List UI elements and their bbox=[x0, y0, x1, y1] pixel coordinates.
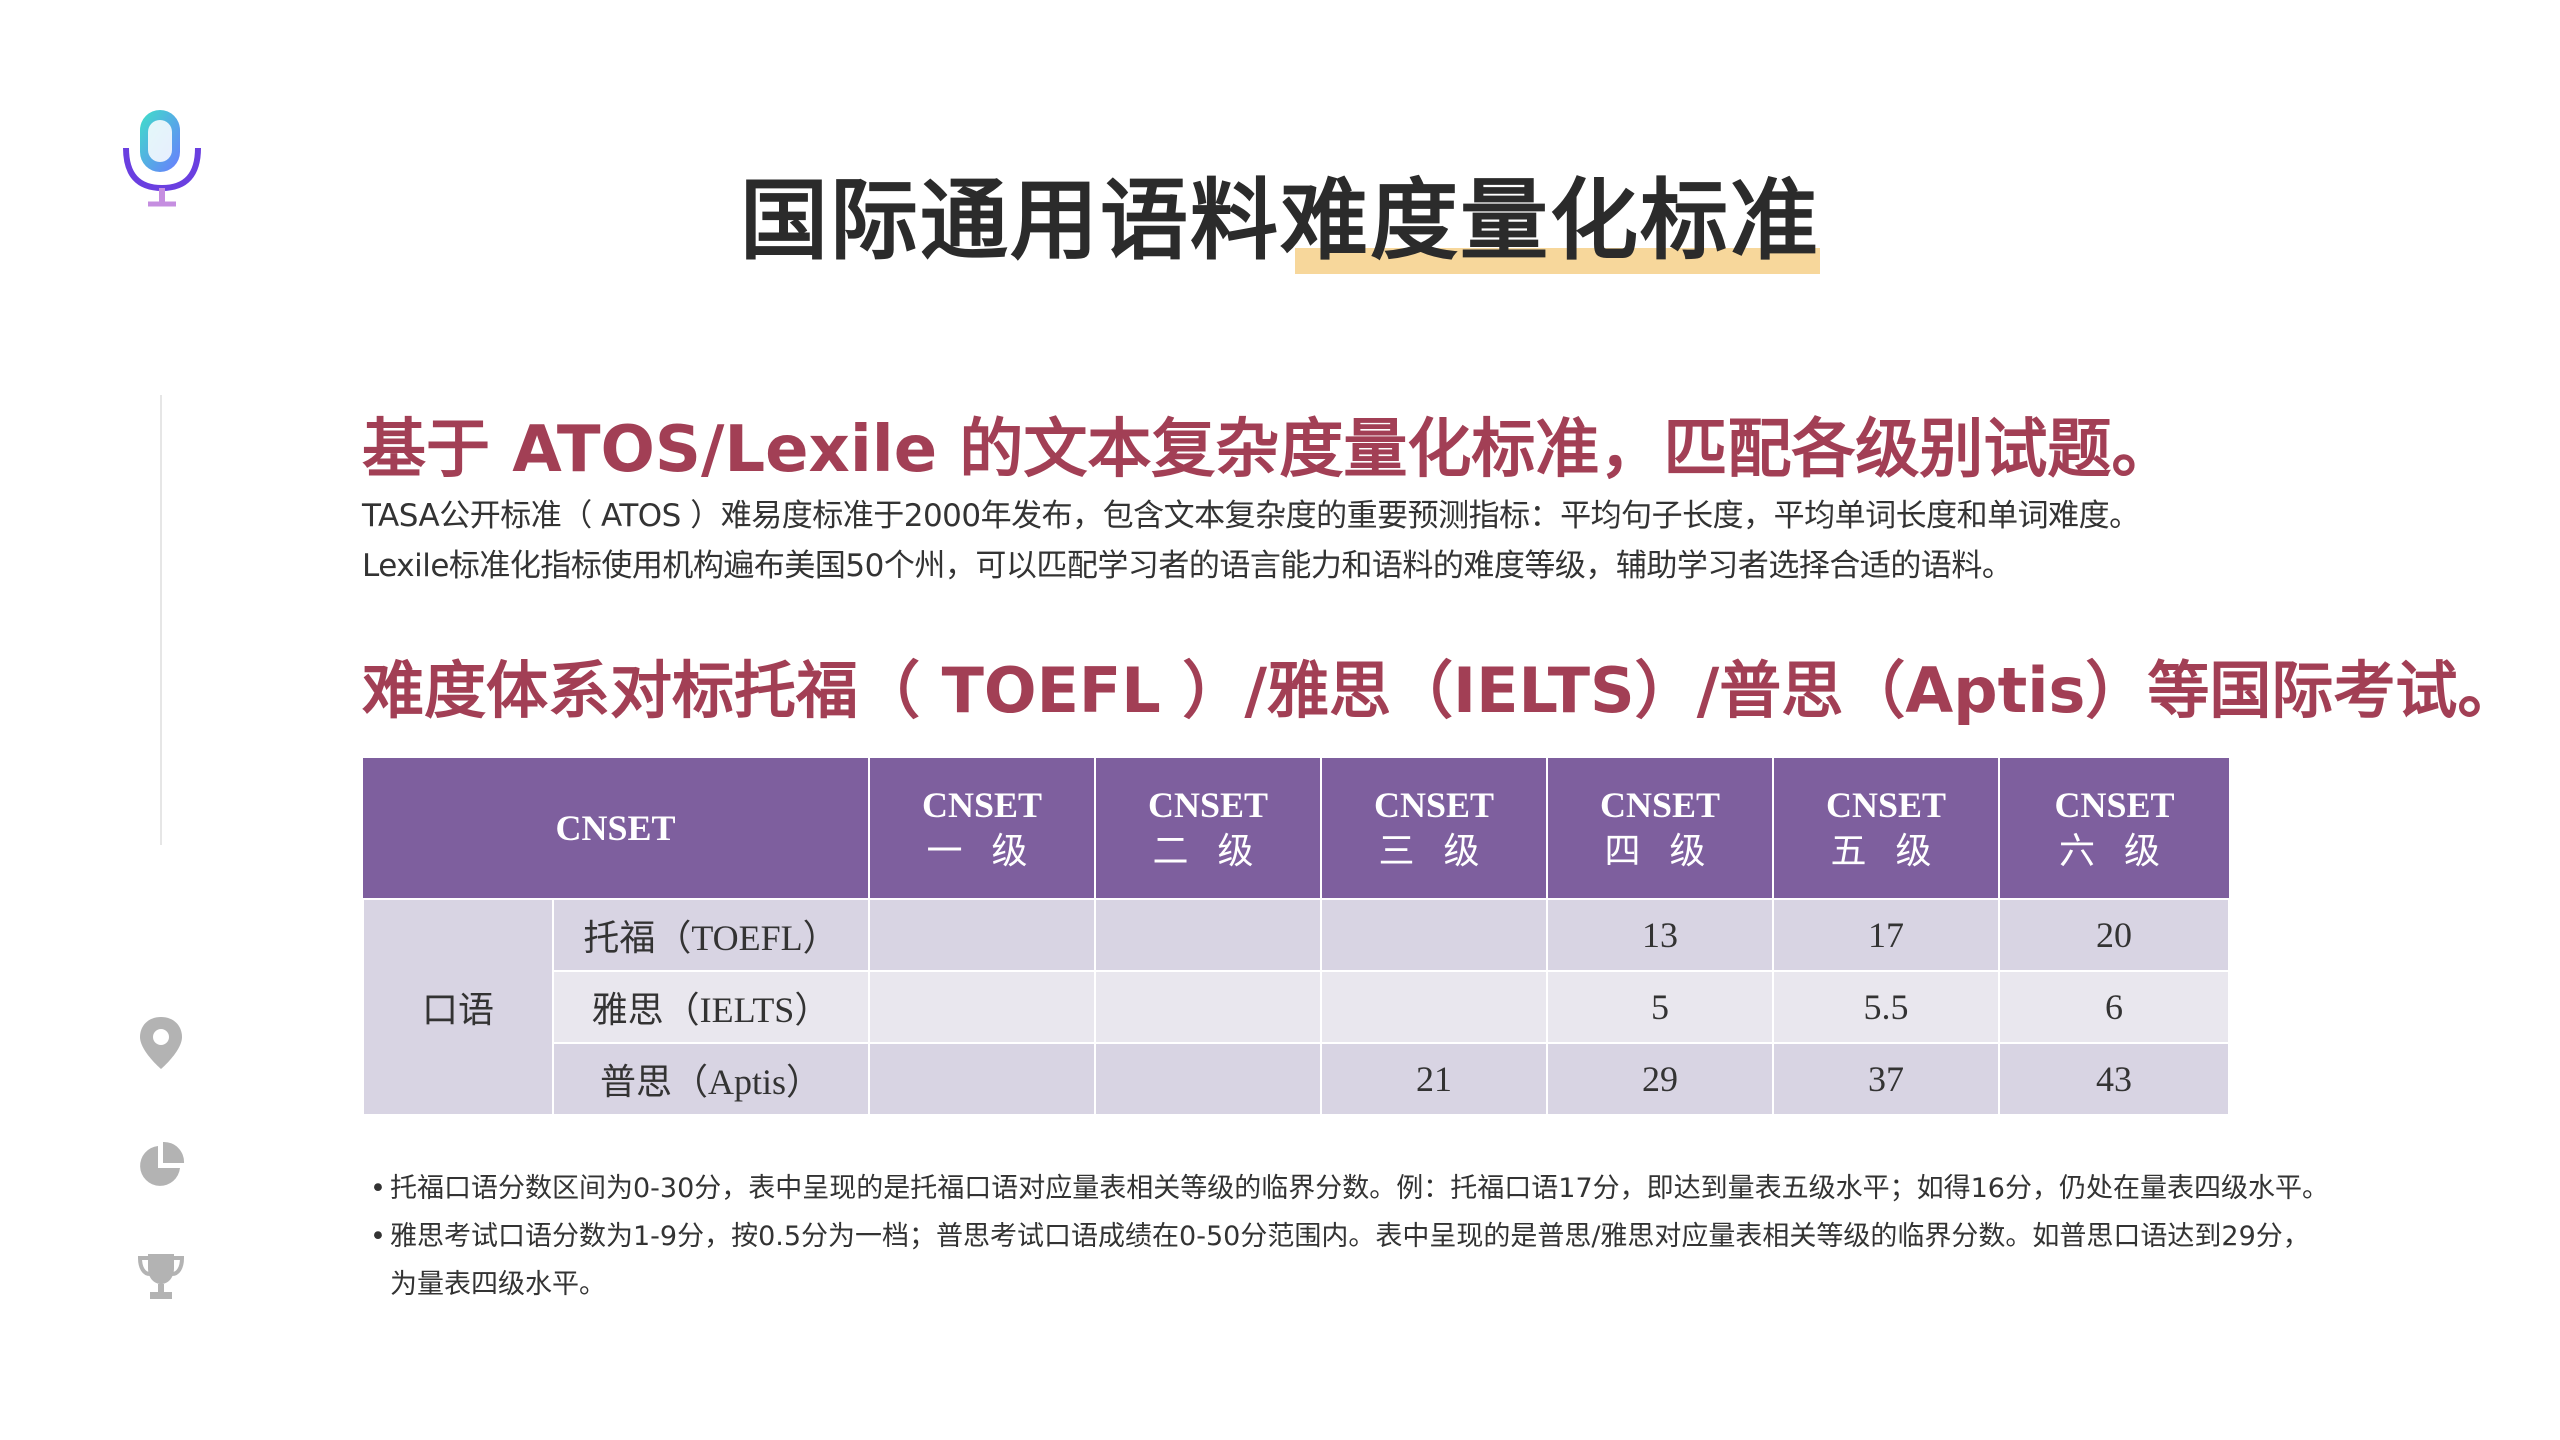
footnote-item: • 托福口语分数区间为0-30分，表中呈现的是托福口语对应量表相关等级的临界分数。… bbox=[370, 1173, 2329, 1204]
table-corner-header: CNSET bbox=[363, 758, 870, 899]
table-cell bbox=[868, 970, 1097, 1044]
table-column-header: CNSET 二 级 bbox=[1094, 758, 1322, 899]
table-cell: 5 bbox=[1546, 970, 1775, 1044]
section-heading-atos: 基于 ATOS/Lexile 的文本复杂度量化标准，匹配各级别试题。 bbox=[362, 413, 2176, 487]
table-cell bbox=[868, 1042, 1097, 1116]
table-column-header: CNSET 三 级 bbox=[1320, 758, 1548, 899]
table-header-row: CNSET CNSET 一 级 CNSET 二 级 CNSET 三 级 CNSET 四 … bbox=[363, 758, 2230, 899]
table-cell bbox=[1320, 970, 1549, 1044]
table-row: 口语 托福（TOEFL） 13 17 20 bbox=[362, 898, 2231, 1116]
table-row-label: 普思（Aptis） bbox=[551, 1042, 871, 1116]
page-title: 国际通用语料难度量化标准 bbox=[739, 169, 1820, 272]
paragraph-lexile: Lexile标准化指标使用机构遍布美国50个州，可以匹配学习者的语言能力和语料的… bbox=[362, 548, 2013, 584]
table-cell bbox=[1094, 1042, 1323, 1116]
table-cell: 20 bbox=[1998, 898, 2231, 972]
section-heading-exams: 难度体系对标托福（ TOEFL ）/雅思（IELTS）/普思（Aptis）等国际… bbox=[362, 654, 2520, 727]
microphone-logo-icon bbox=[123, 110, 201, 207]
paragraph-atos: TASA公开标准（ ATOS ）难易度标准于2000年发布，包含文本复杂度的重要… bbox=[362, 498, 2140, 534]
table-column-header: CNSET 四 级 bbox=[1546, 758, 1774, 899]
table-cell bbox=[868, 898, 1097, 972]
table-group-label: 口语 bbox=[362, 898, 554, 1116]
table-cell: 13 bbox=[1546, 898, 1775, 972]
pie-chart-icon[interactable] bbox=[136, 1138, 186, 1194]
table-column-header: CNSET 六 级 bbox=[1998, 758, 2230, 899]
table-column-header: CNSET 一 级 bbox=[868, 758, 1096, 899]
title-highlight bbox=[1295, 248, 1820, 274]
table-column-header: CNSET 五 级 bbox=[1772, 758, 2000, 899]
table-row-label: 雅思（IELTS） bbox=[551, 970, 871, 1044]
footnote-item: • 雅思考试口语分数为1-9分，按0.5分为一档；普思考试口语成绩在0-50分范围… bbox=[370, 1221, 2310, 1252]
table-cell: 37 bbox=[1772, 1042, 2001, 1116]
sidebar-divider bbox=[160, 395, 162, 845]
table-row: 普思（Aptis） 21 29 37 43 bbox=[363, 1042, 2231, 1116]
location-pin-icon[interactable] bbox=[136, 1015, 186, 1071]
table-cell: 21 bbox=[1320, 1042, 1549, 1116]
table-cell bbox=[1094, 898, 1323, 972]
table-row: 雅思（IELTS） 5 5.5 6 bbox=[363, 970, 2231, 1044]
table-row-label: 托福（TOEFL） bbox=[551, 898, 871, 972]
footnote-continuation: 为量表四级水平。 bbox=[390, 1269, 606, 1300]
cnset-comparison-table: CNSET CNSET 一 级 CNSET 二 级 CNSET 三 级 CNSET 四 … bbox=[362, 758, 2231, 1116]
table-cell: 29 bbox=[1546, 1042, 1775, 1116]
table-cell: 17 bbox=[1772, 898, 2001, 972]
footnotes: • 托福口语分数区间为0-30分，表中呈现的是托福口语对应量表相关等级的临界分数。… bbox=[370, 1165, 2329, 1309]
table-cell: 5.5 bbox=[1772, 970, 2001, 1044]
table-cell bbox=[1094, 970, 1323, 1044]
table-cell bbox=[1320, 898, 1549, 972]
table-cell: 6 bbox=[1998, 970, 2231, 1044]
table-cell: 43 bbox=[1998, 1042, 2231, 1116]
trophy-icon[interactable] bbox=[136, 1248, 186, 1304]
